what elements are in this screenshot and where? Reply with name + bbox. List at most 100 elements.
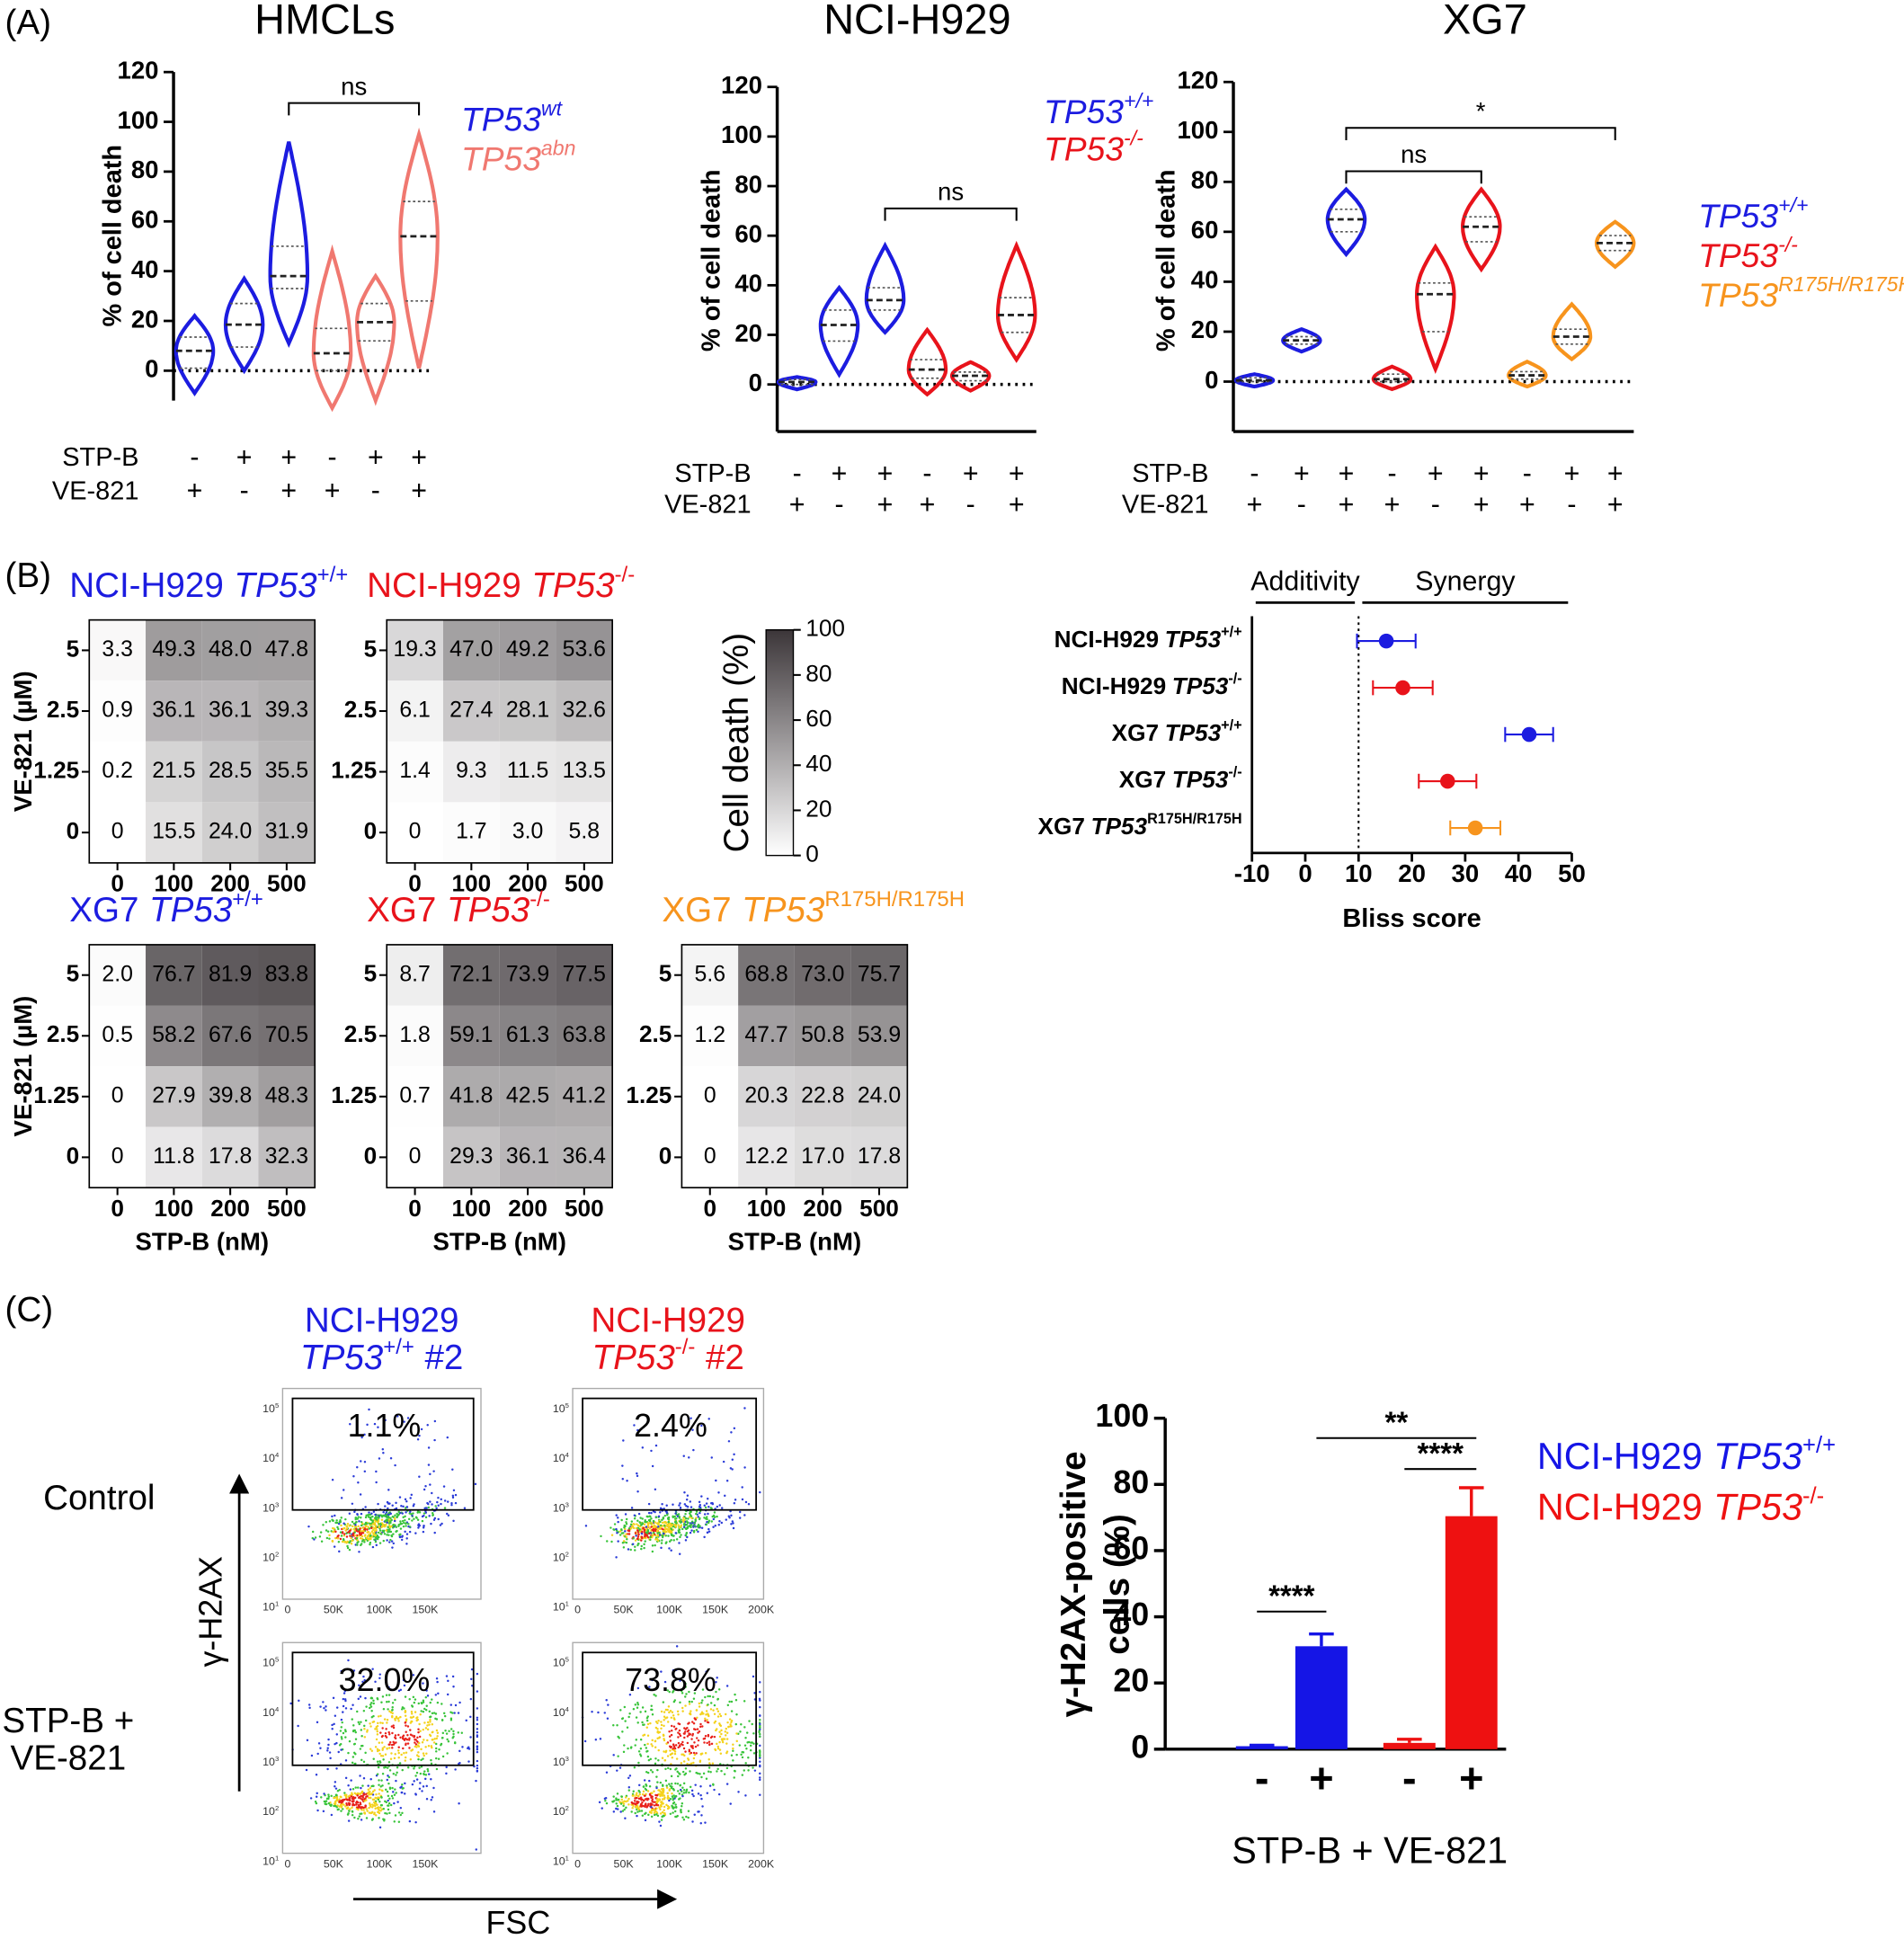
event-dot	[670, 1716, 673, 1720]
event-dot	[387, 1686, 390, 1689]
event-dot	[396, 1415, 399, 1418]
event-dot	[693, 1753, 697, 1757]
event-dot	[617, 1520, 619, 1524]
event-dot	[407, 1525, 410, 1528]
event-dot	[644, 1819, 647, 1822]
event-dot	[730, 1514, 733, 1517]
event-dot	[357, 1697, 360, 1701]
event-dot	[690, 1700, 693, 1703]
event-dot	[380, 1796, 383, 1799]
event-dot	[354, 1524, 357, 1526]
event-dot	[628, 1694, 632, 1696]
event-dot	[674, 1806, 678, 1810]
x-tick-label: 200	[803, 1195, 842, 1222]
y-tick-label: 2.5	[344, 696, 377, 723]
cell-label: 53.6	[563, 637, 606, 662]
x-tick-label: 0	[703, 1195, 716, 1222]
significance-label: ns	[1401, 140, 1427, 168]
event-dot	[378, 1779, 380, 1782]
heatmap-cell	[387, 1005, 443, 1067]
event-dot	[636, 1537, 639, 1540]
event-dot	[660, 1723, 663, 1727]
event-dot	[397, 1733, 400, 1737]
event-dot	[682, 1819, 686, 1821]
event-dot	[379, 1804, 383, 1807]
event-dot	[617, 1799, 619, 1801]
event-dot	[437, 1517, 440, 1521]
event-dot	[705, 1517, 707, 1520]
event-dot	[358, 1722, 360, 1726]
event-dot	[661, 1539, 663, 1542]
event-dot	[362, 1809, 365, 1811]
heatmap-cell	[258, 619, 316, 681]
event-dot	[402, 1678, 405, 1682]
event-dot	[632, 1523, 635, 1525]
flow-y-tick-label: 104	[262, 1451, 280, 1465]
event-dot	[683, 1524, 686, 1527]
event-dot	[642, 1799, 645, 1802]
significance-label: ****	[1418, 1437, 1464, 1471]
event-dot	[683, 1518, 686, 1522]
event-dot	[348, 1803, 351, 1806]
event-dot	[638, 1792, 642, 1796]
event-dot	[338, 1744, 342, 1747]
y-tick-label: 40	[1191, 266, 1219, 294]
condition-mark: -	[190, 442, 199, 472]
event-dot	[359, 1534, 362, 1536]
event-dot	[443, 1499, 447, 1502]
y-tick-label: 0	[749, 369, 762, 396]
condition-mark: +	[411, 476, 427, 506]
event-dot	[349, 1423, 351, 1426]
event-dot	[405, 1751, 408, 1754]
gate-label: 2.4%	[634, 1408, 707, 1444]
flow-plot	[281, 1641, 482, 1855]
flow-y-tick-label: 103	[553, 1755, 569, 1769]
event-dot	[316, 1721, 319, 1724]
event-dot	[615, 1556, 618, 1559]
heatmap-cell	[146, 619, 202, 681]
event-dot	[356, 1786, 360, 1789]
colorbar-tick-label: 80	[805, 660, 832, 687]
event-dot	[654, 1721, 658, 1723]
event-dot	[749, 1748, 752, 1752]
event-dot	[405, 1737, 407, 1740]
event-dot	[334, 1530, 337, 1534]
event-dot	[644, 1812, 646, 1816]
heatmap-cell	[89, 741, 147, 803]
event-dot	[718, 1730, 721, 1734]
event-dot	[639, 1521, 642, 1525]
flow-y-tick-label: 104	[553, 1704, 570, 1719]
event-dot	[729, 1467, 733, 1470]
event-dot	[645, 1525, 648, 1528]
event-dot	[676, 1814, 679, 1818]
event-dot	[423, 1754, 425, 1757]
event-dot	[469, 1736, 472, 1739]
event-dot	[387, 1774, 389, 1777]
event-dot	[425, 1784, 428, 1788]
event-dot	[715, 1680, 717, 1684]
event-dot	[360, 1734, 363, 1738]
event-dot	[635, 1793, 638, 1796]
event-dot	[378, 1529, 382, 1532]
event-dot	[636, 1529, 639, 1532]
event-dot	[371, 1790, 375, 1793]
event-dot	[414, 1741, 416, 1744]
event-dot	[725, 1518, 728, 1521]
event-dot	[741, 1498, 744, 1501]
event-dot	[636, 1804, 639, 1807]
y-tick-label: 20	[131, 305, 159, 333]
event-dot	[360, 1729, 363, 1731]
event-dot	[759, 1744, 761, 1748]
event-dot	[440, 1522, 443, 1525]
event-dot	[684, 1534, 688, 1537]
event-dot	[457, 1731, 460, 1734]
event-dot	[709, 1770, 712, 1774]
event-dot	[655, 1786, 658, 1790]
event-dot	[645, 1726, 649, 1729]
event-dot	[475, 1848, 478, 1851]
event-dot	[424, 1746, 427, 1748]
event-dot	[708, 1784, 712, 1787]
event-dot	[411, 1705, 414, 1708]
point	[1521, 726, 1537, 743]
event-dot	[352, 1532, 355, 1535]
